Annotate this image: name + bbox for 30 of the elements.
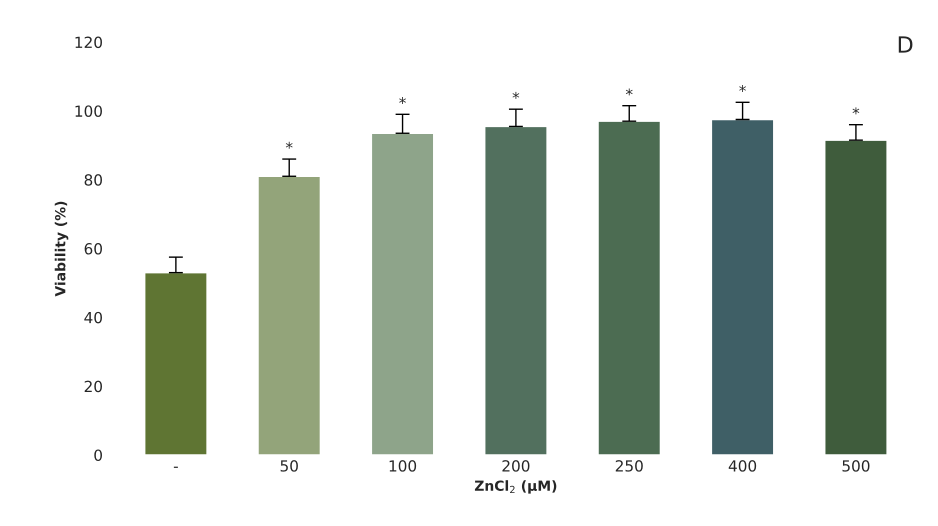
bar: [710, 118, 774, 455]
annotation: *: [399, 97, 406, 104]
x-tick-label: 200: [502, 460, 530, 472]
x-tick-label: -: [174, 466, 178, 468]
bar: [144, 272, 208, 455]
x-tick-label: 250: [616, 460, 643, 472]
annotation: *: [626, 88, 633, 96]
bar: [597, 120, 662, 455]
y-tick-label: 120: [76, 36, 102, 48]
y-tick-label: 0: [94, 449, 102, 462]
y-tick-label: 20: [84, 380, 102, 392]
x-tick-label: 500: [842, 460, 870, 472]
bar: [370, 132, 434, 455]
annotation: *: [852, 107, 860, 114]
annotation: *: [739, 85, 746, 92]
bar: [484, 126, 548, 455]
bar: [824, 139, 888, 455]
x-axis-title: ZnCl$_{2}$ (µM): [474, 480, 556, 494]
bar: [257, 176, 322, 455]
y-tick-label: 80: [84, 174, 102, 186]
annotation: *: [286, 142, 293, 149]
y-tick-label: 60: [84, 243, 102, 255]
y-tick-label: 100: [76, 105, 102, 117]
x-tick-label: 100: [390, 460, 416, 472]
y-axis-title: Viability (%): [54, 202, 68, 296]
annotation: D: [898, 36, 912, 53]
x-tick-label: 400: [728, 460, 756, 472]
y-tick-label: 40: [84, 312, 102, 324]
annotation: *: [512, 92, 520, 99]
x-tick-label: 50: [280, 460, 298, 472]
